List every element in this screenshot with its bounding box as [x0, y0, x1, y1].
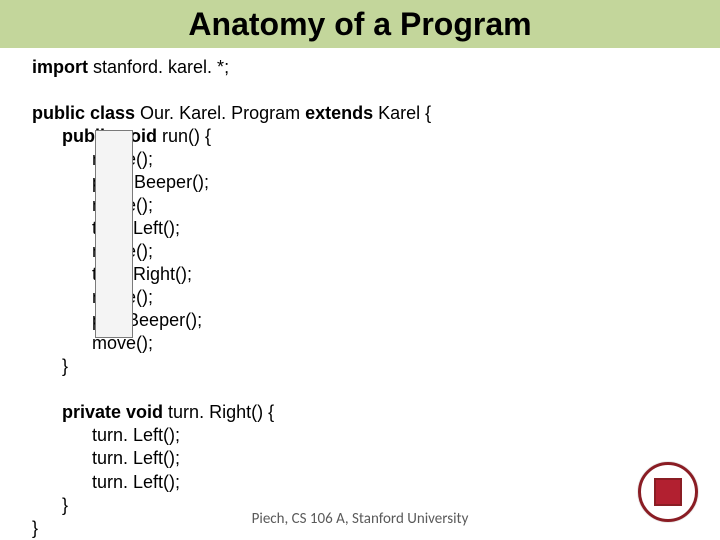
kw-private-void: private void [62, 402, 163, 422]
seal-ring [638, 462, 698, 522]
code-line-run-body: move(); [32, 286, 720, 309]
code-line-run-body: turn. Left(); [32, 217, 720, 240]
code-line-run-body: move(); [32, 332, 720, 355]
code-line-run-close: } [32, 355, 720, 378]
code-line-run-body: turn. Right(); [32, 263, 720, 286]
code-line-turn-body: turn. Left(); [32, 471, 720, 494]
kw-extends: extends [305, 103, 373, 123]
title-bar: Anatomy of a Program [0, 0, 720, 48]
kw-public-class: public class [32, 103, 135, 123]
code-line-classdecl: public class Our. Karel. Program extends… [32, 102, 720, 125]
slide-title: Anatomy of a Program [188, 6, 531, 43]
code-line-run-body: move(); [32, 194, 720, 217]
turn-sig-rest: turn. Right() { [163, 402, 274, 422]
code-line-turn-body: turn. Left(); [32, 424, 720, 447]
code-line-run-body: pick. Beeper(); [32, 171, 720, 194]
code-line-run-sig: public void run() { [32, 125, 720, 148]
highlight-overlay-box [95, 130, 133, 338]
class-name: Our. Karel. Program [135, 103, 305, 123]
run-sig-rest: run() { [157, 126, 211, 146]
seal-center [654, 478, 682, 506]
import-rest: stanford. karel. *; [88, 57, 229, 77]
blank-line [32, 79, 720, 102]
code-line-import: import stanford. karel. *; [32, 56, 720, 79]
code-line-run-body: put. Beeper(); [32, 309, 720, 332]
blank-line [32, 378, 720, 401]
slide-footer: Piech, CS 106 A, Stanford University [0, 510, 720, 528]
code-line-run-body: move(); [32, 148, 720, 171]
stanford-seal-icon [638, 462, 698, 522]
extends-rest: Karel { [373, 103, 431, 123]
code-line-turn-sig: private void turn. Right() { [32, 401, 720, 424]
code-line-turn-body: turn. Left(); [32, 447, 720, 470]
code-line-run-body: move(); [32, 240, 720, 263]
kw-import: import [32, 57, 88, 77]
